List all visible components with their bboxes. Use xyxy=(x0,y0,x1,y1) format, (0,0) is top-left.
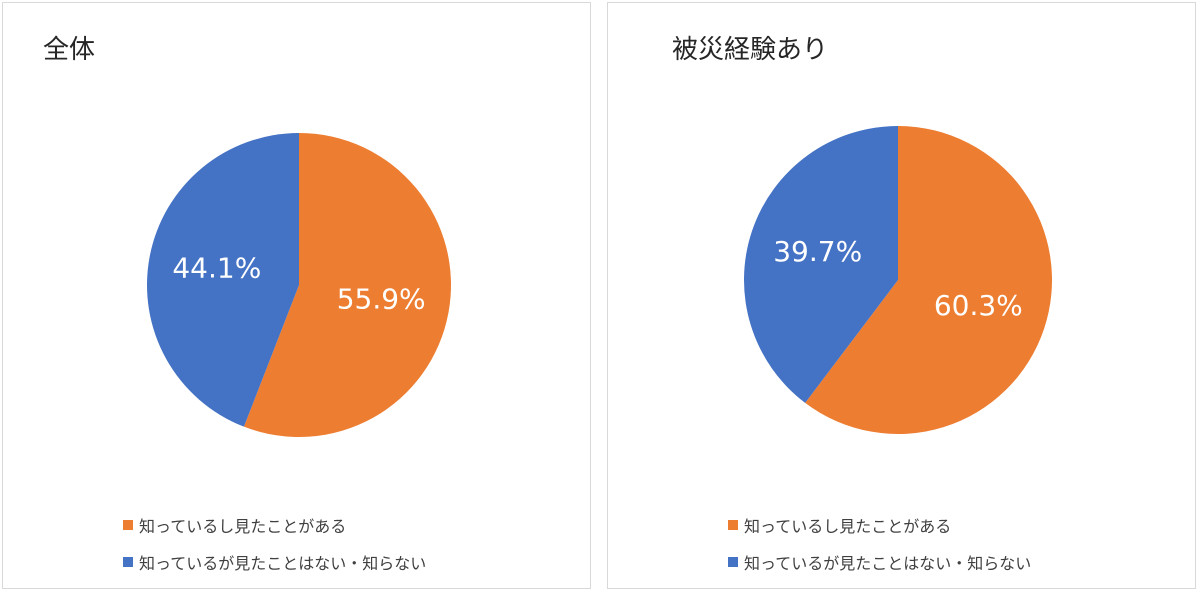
legend-label: 知っているし見たことがある xyxy=(744,517,952,536)
legend-label: 知っているが見たことはない・知らない xyxy=(139,554,427,573)
pie-chart-disaster-experienced: 60.3% 39.7% xyxy=(744,126,1052,434)
pie-chart-overall: 55.9% 44.1% xyxy=(147,133,452,438)
pie-slice-0 xyxy=(243,133,452,438)
data-label-0: 60.3% xyxy=(934,289,1023,322)
chart-panel-overall: 全体 55.9% 44.1% 知っているし見たことがある 知っているが見たことはな… xyxy=(2,2,591,589)
legend-swatch-orange xyxy=(728,520,738,530)
data-label-0: 55.9% xyxy=(337,282,426,315)
chart-title: 全体 xyxy=(43,35,96,65)
pie-slice-1 xyxy=(147,133,299,427)
pie-slice-1 xyxy=(744,126,898,403)
legend: 知っているし見たことがある 知っているが見たことはない・知らない xyxy=(728,515,1031,589)
chart-panel-disaster-experienced: 被災経験あり 60.3% 39.7% 知っているし見たことがある 知っているが見た… xyxy=(607,2,1196,589)
legend: 知っているし見たことがある 知っているが見たことはない・知らない xyxy=(123,515,426,589)
chart-title: 被災経験あり xyxy=(672,35,829,65)
legend-swatch-blue xyxy=(728,557,738,567)
legend-swatch-orange xyxy=(123,520,133,530)
legend-item-not-seen: 知っているが見たことはない・知らない xyxy=(728,552,1032,573)
legend-item-seen: 知っているし見たことがある xyxy=(123,515,426,536)
legend-item-not-seen: 知っているが見たことはない・知らない xyxy=(123,552,427,573)
legend-label: 知っているが見たことはない・知らない xyxy=(744,554,1032,573)
data-label-1: 39.7% xyxy=(773,235,862,268)
legend-label: 知っているし見たことがある xyxy=(139,517,347,536)
legend-item-seen: 知っているし見たことがある xyxy=(728,515,1031,536)
legend-swatch-blue xyxy=(123,557,133,567)
pie-slice-0 xyxy=(805,126,1052,434)
data-label-1: 44.1% xyxy=(172,252,261,285)
